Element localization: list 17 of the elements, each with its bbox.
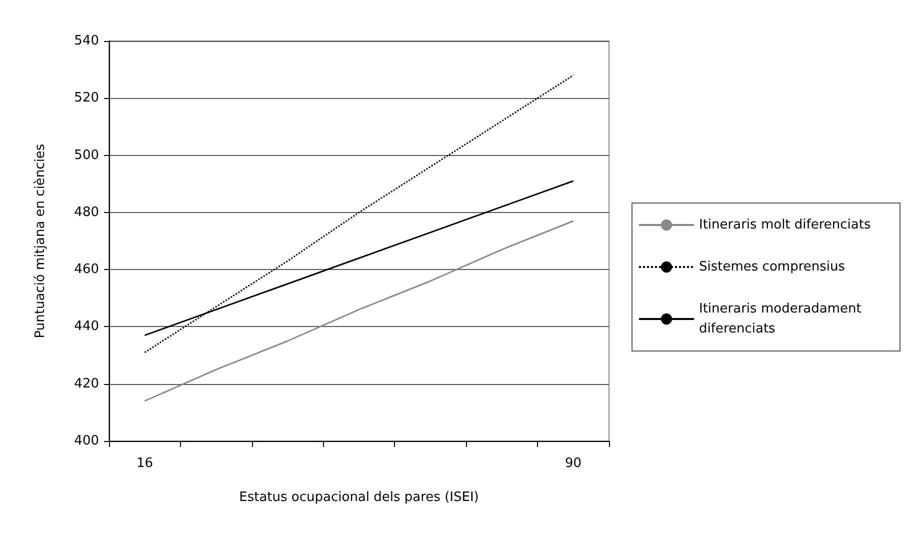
y-tick-label: 420	[74, 376, 99, 392]
y-axis-title: Puntuació mitjana en ciències	[33, 144, 48, 338]
y-tick-label: 520	[74, 90, 99, 106]
y-tick-label: 480	[74, 204, 99, 220]
x-tick-label: 90	[565, 456, 582, 471]
y-tick-label: 540	[74, 34, 99, 48]
y-tick-label: 440	[74, 319, 99, 334]
legend-label: Itineraris molt diferenciats	[699, 218, 871, 232]
legend-label: Sistemes comprensius	[699, 260, 846, 274]
x-axis-title: Estatus ocupacional dels pares (ISEI)	[239, 490, 479, 505]
legend-label: Itineraris moderadament diferenciats	[699, 302, 866, 336]
x-tick-label: 16	[136, 456, 153, 471]
y-tick-label: 500	[74, 148, 99, 163]
y-tick-label: 460	[74, 262, 99, 278]
line-series	[144, 220, 574, 402]
y-tick-label: 400	[74, 434, 99, 448]
line-series	[144, 74, 574, 354]
